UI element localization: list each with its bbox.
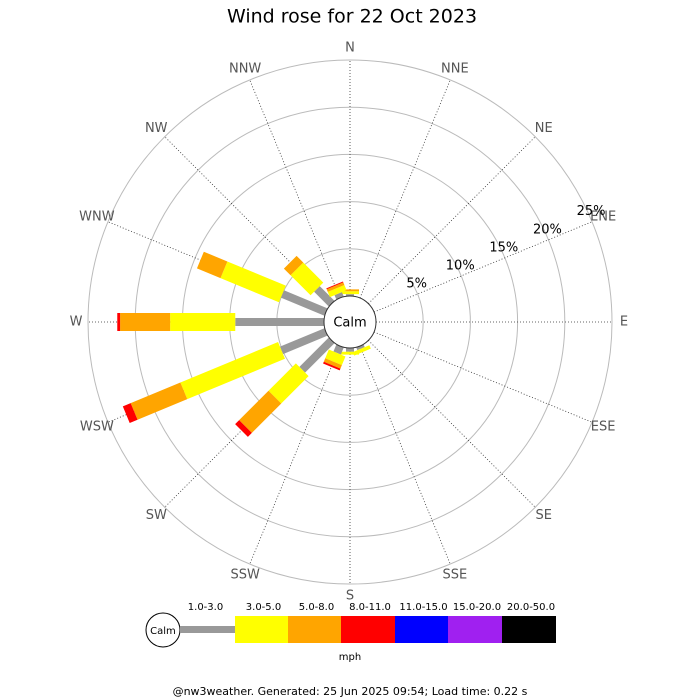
direction-label: NE xyxy=(535,121,553,136)
wind-bar xyxy=(346,294,354,296)
legend-unit: mph xyxy=(339,652,361,663)
direction-label: ESE xyxy=(591,419,616,434)
direction-label: WNW xyxy=(79,210,115,225)
direction-label: SE xyxy=(536,508,552,523)
legend-swatch xyxy=(448,616,502,643)
r-tick-label: 5% xyxy=(406,276,427,291)
spoke xyxy=(373,221,593,313)
direction-label: N xyxy=(345,41,355,56)
legend-label: 3.0-5.0 xyxy=(246,602,281,613)
wind-bar xyxy=(290,262,324,296)
spoke xyxy=(368,340,536,508)
wind-bar xyxy=(239,390,282,433)
r-tick-label: 20% xyxy=(533,222,562,237)
wind-bar xyxy=(117,313,121,331)
legend-swatch xyxy=(341,616,395,643)
direction-label: NNE xyxy=(441,61,469,76)
wind-bar xyxy=(333,344,344,355)
legend-label: 1.0-3.0 xyxy=(188,602,223,613)
legend-swatch xyxy=(180,626,235,633)
legend-label: 20.0-50.0 xyxy=(507,602,555,613)
wind-bar xyxy=(268,363,309,404)
wind-bar xyxy=(325,349,346,366)
wind-bar xyxy=(334,292,344,300)
legend-label: 5.0-8.0 xyxy=(299,602,334,613)
legend-calm-label: Calm xyxy=(150,626,176,637)
legend-label: 8.0-11.0 xyxy=(349,602,391,613)
wind-bar xyxy=(283,255,304,276)
spoke xyxy=(359,79,451,299)
wind-bar xyxy=(120,313,171,331)
wind-bar xyxy=(327,284,347,298)
chart-title: Wind rose for 22 Oct 2023 xyxy=(227,6,477,28)
wind-bar xyxy=(122,403,138,423)
r-tick-label: 10% xyxy=(446,258,475,273)
wind-bar xyxy=(130,382,188,420)
direction-label: SSW xyxy=(230,568,260,583)
spoke xyxy=(359,345,451,565)
direction-label: S xyxy=(346,589,354,604)
spoke xyxy=(249,79,341,299)
direction-label: E xyxy=(620,315,628,330)
legend-swatch xyxy=(235,616,288,643)
direction-label: NNW xyxy=(229,61,261,76)
wind-bar xyxy=(323,358,342,369)
r-tick-label: 15% xyxy=(489,240,518,255)
wind-bar xyxy=(235,420,252,437)
wind-bar xyxy=(326,281,344,290)
wind-bar xyxy=(356,344,365,351)
r-tick-label: 25% xyxy=(577,204,606,219)
direction-label: ENE xyxy=(590,210,616,225)
direction-label: SSE xyxy=(442,568,467,583)
calm-circle xyxy=(323,295,377,349)
wind-bar xyxy=(180,342,285,400)
wind-bar xyxy=(346,348,354,352)
direction-label: WSW xyxy=(80,419,114,434)
spoke xyxy=(373,331,593,423)
direction-label: W xyxy=(70,315,83,330)
legend-swatch xyxy=(395,616,448,643)
wind-bar xyxy=(196,251,228,279)
wind-bar xyxy=(279,328,328,355)
spoke xyxy=(249,345,341,565)
footer: @nw3weather. Generated: 25 Jun 2025 09:5… xyxy=(173,685,528,698)
wind-bar xyxy=(341,351,359,355)
wind-bar xyxy=(323,361,341,371)
wind-bar xyxy=(220,261,286,303)
calm-label: Calm xyxy=(333,316,366,331)
legend-swatch xyxy=(288,616,341,643)
wind-bar xyxy=(341,291,359,295)
spoke xyxy=(368,136,536,304)
wind-bar xyxy=(170,313,236,331)
wind-bar xyxy=(235,318,324,326)
wind-bar xyxy=(280,290,328,316)
direction-label: SW xyxy=(146,508,167,523)
grid-ring xyxy=(87,59,613,585)
wind-bar xyxy=(314,286,335,307)
legend-label: 11.0-15.0 xyxy=(399,602,447,613)
wind-bar xyxy=(299,337,335,373)
legend-label: 15.0-20.0 xyxy=(453,602,501,613)
wind-bar xyxy=(326,282,345,292)
direction-label: NW xyxy=(145,121,168,136)
legend-swatch xyxy=(502,616,556,643)
